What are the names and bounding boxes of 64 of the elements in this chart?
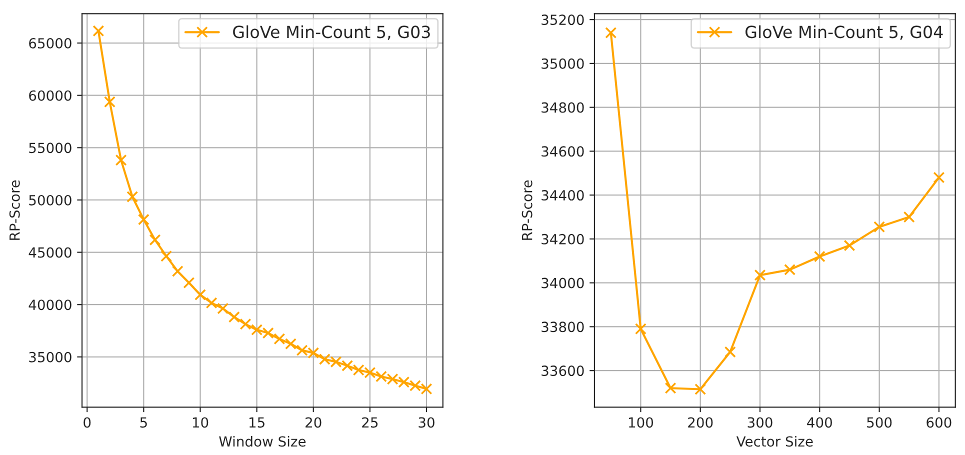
y-tick-label: 35000 [542,58,584,69]
y-tick-label: 34400 [542,190,584,201]
point [172,265,184,277]
point [92,25,104,37]
y-tick-label: 45000 [28,247,72,258]
x-tick-label: 30 [418,417,434,428]
legend-label: GloVe Min-Count 5, G03 [233,25,430,40]
x-tick-label: 20 [306,417,322,428]
point [754,269,766,281]
point [694,383,706,395]
x-tick-label: 10 [192,417,208,428]
point [814,250,826,262]
point [126,190,138,202]
x-tick-label: 500 [867,417,892,428]
y-tick-label: 55000 [29,142,72,154]
y-tick-label: 33800 [542,322,584,332]
x-tick-label: 300 [748,417,772,428]
point [664,382,676,394]
y-tick-label: 34000 [542,278,584,288]
y-tick-label: 65000 [29,38,72,49]
point [228,311,240,323]
x-axis-title: Vector Size [736,436,813,447]
x-axis-title: Window Size [219,436,306,447]
y-tick-label: 50000 [29,194,72,206]
point [138,214,150,226]
point [206,297,218,309]
y-axis-title: RP-Score [522,180,532,240]
point [784,264,796,276]
y-tick-label: 34600 [542,146,584,157]
point [724,346,736,358]
y-tick-label: 35200 [542,14,584,26]
y-tick-label: 40000 [28,300,72,310]
point [903,211,915,223]
point [217,302,229,314]
point [634,323,646,335]
y-tick-label: 60000 [29,90,72,101]
point [874,221,886,233]
point [160,250,172,262]
y-tick-label: 33600 [542,366,584,376]
x-tick-label: 400 [807,417,832,428]
x-tick-label: 5 [140,417,147,428]
x-tick-label: 600 [926,417,952,428]
x-tick-label: 15 [249,417,264,428]
point [844,240,856,252]
point [149,234,161,246]
x-tick-label: 0 [84,417,91,428]
point [605,26,617,38]
x-tick-label: 200 [688,417,713,428]
point [933,172,945,184]
point [342,360,354,372]
point [104,96,116,108]
y-axis-title: RP-Score [9,180,20,240]
x-tick-label: 25 [362,417,378,428]
point [274,333,286,345]
y-tick-label: 34200 [542,234,584,244]
y-tick-label: 34800 [542,102,584,113]
legend-label: GloVe Min-Count 5, G04 [746,25,943,40]
point [284,338,297,350]
point [183,276,195,288]
x-tick-label: 100 [628,417,654,428]
point [115,154,127,166]
y-tick-label: 35000 [29,352,72,362]
point [240,318,252,330]
point [194,288,206,301]
